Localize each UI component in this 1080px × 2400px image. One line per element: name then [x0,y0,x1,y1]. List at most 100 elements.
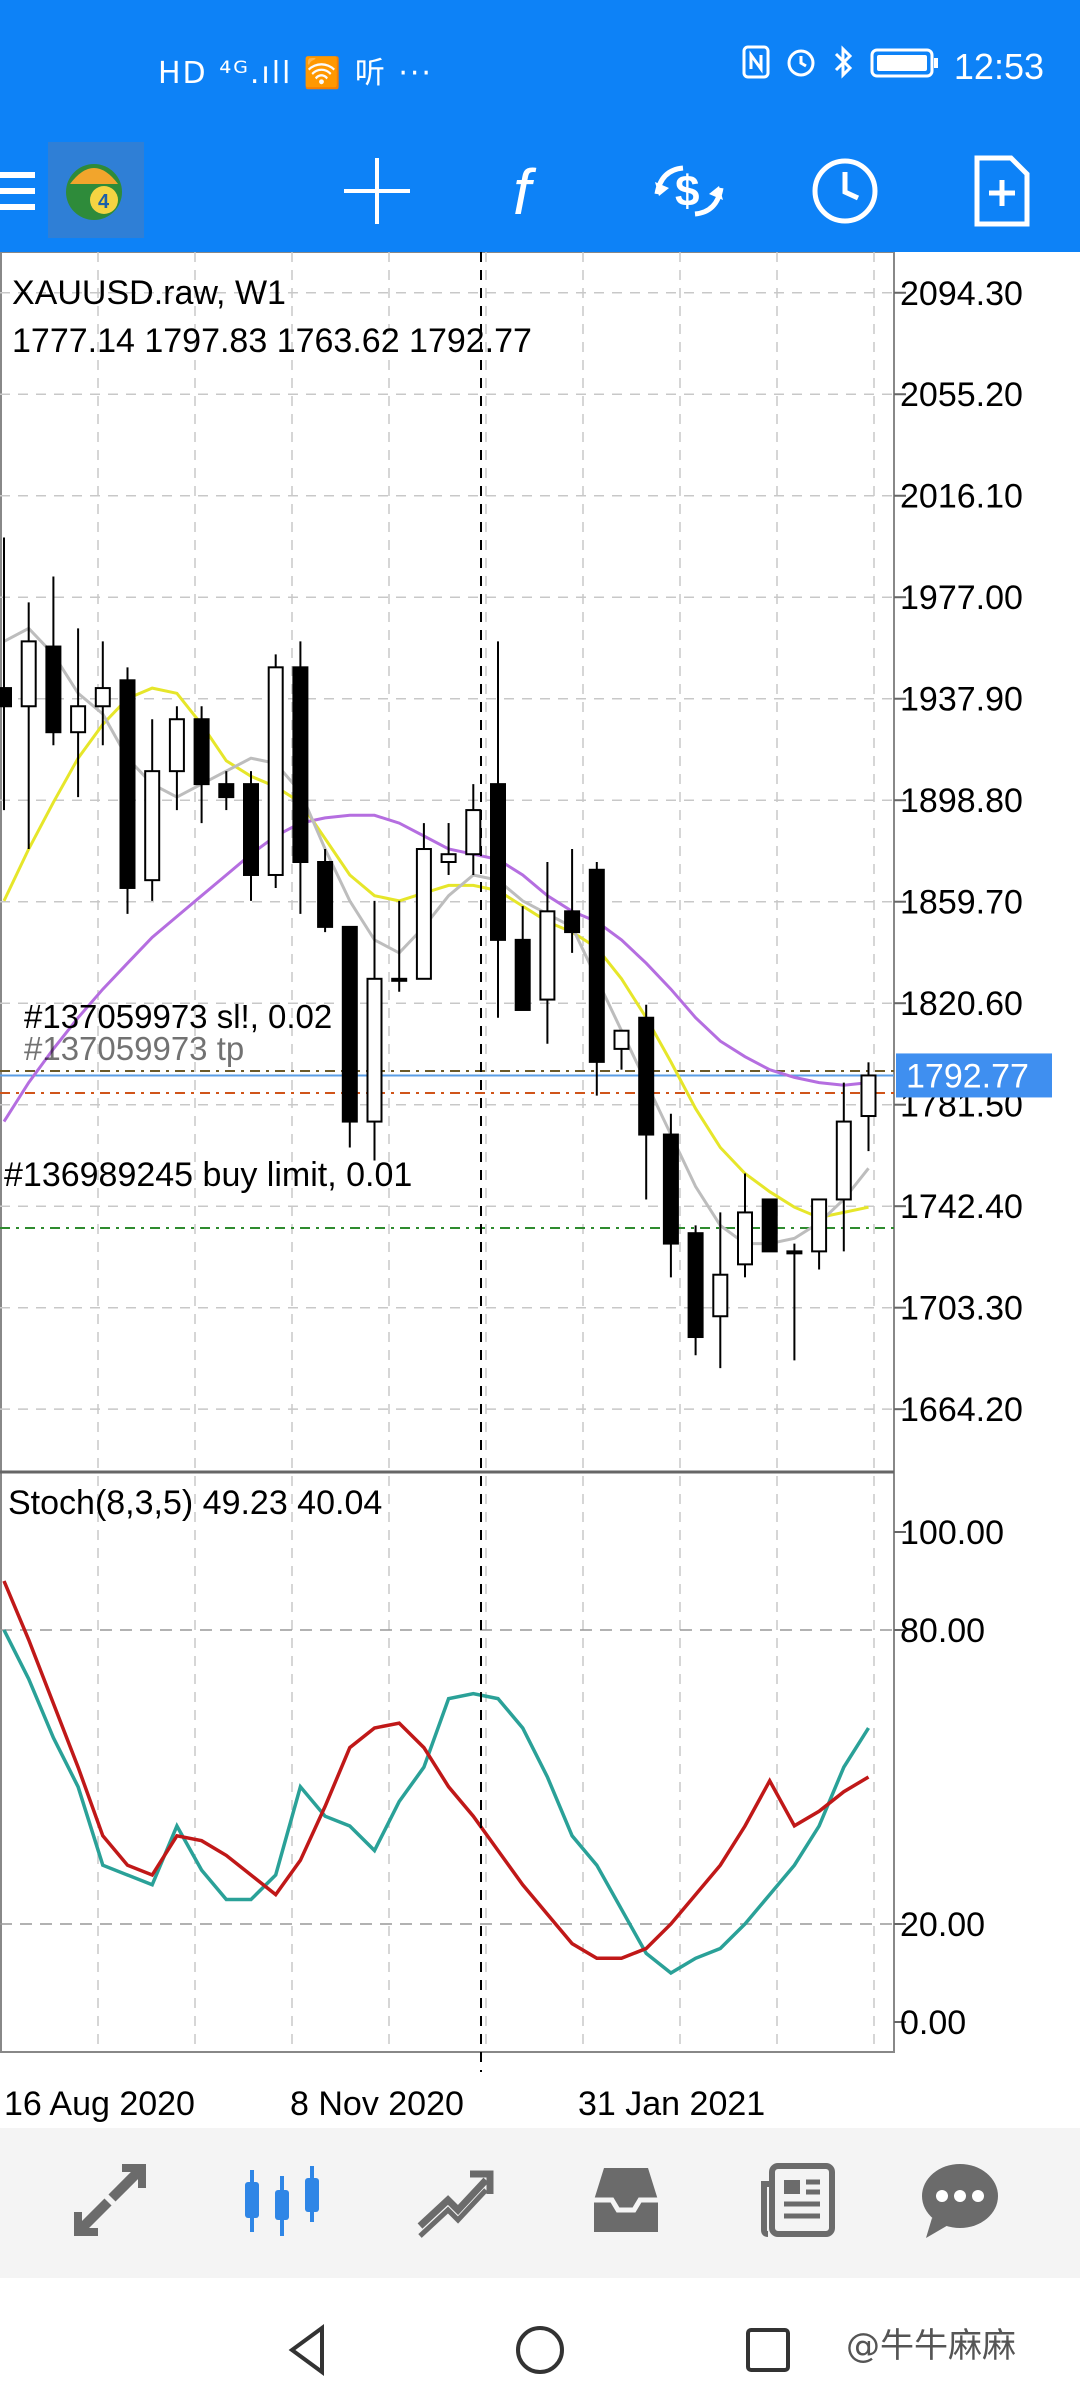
candle-bull [415,848,432,980]
candle-bear [490,783,506,941]
candle-bull [465,809,482,856]
candle-bull [94,687,111,708]
price-tick-label: 2055.20 [900,376,1023,414]
price-tick-label: 1742.40 [900,1188,1023,1226]
home-icon[interactable] [490,2300,590,2400]
svg-text:4: 4 [98,191,110,213]
candle-bull [712,1273,729,1318]
svg-text:f: f [513,156,537,226]
recents-icon[interactable] [718,2300,818,2400]
timeframe-clock-icon[interactable] [802,148,888,234]
candle-bull [20,640,37,708]
price-axis: 2094.30 2055.20 2016.10 1977.00 1937.90 1898.… [894,275,1023,2042]
quotes-tab-icon[interactable] [60,2150,160,2250]
candle-bull [267,666,284,876]
nfc-icon [742,45,770,88]
stoch-signal-line [2,1580,870,1961]
candle-bull [70,705,87,734]
grid [0,252,894,2052]
date-label-2: 8 Nov 2020 [290,2085,464,2122]
order-label-sl: #137059973 sl!, 0.02 [24,998,332,1035]
candle-bull [144,770,161,882]
current-price-badge-text: 1792.77 [906,1057,1029,1095]
trade-tab-icon[interactable] [404,2150,504,2250]
candle-bull [811,1198,828,1253]
price-chart[interactable]: 2094.30 2055.20 2016.10 1977.00 1937.90 1898.… [0,251,1080,2123]
candle-bear [564,910,581,934]
svg-text:$: $ [675,167,699,216]
trade-icon[interactable]: $ [646,148,732,234]
candle-bear [243,783,259,876]
mt4-logo-icon[interactable]: 4 [48,142,144,238]
back-icon[interactable] [258,2300,358,2400]
stoch-main-line [2,1629,870,1976]
candle-bear [341,925,358,1123]
ma-mid-line [2,686,869,1220]
system-nav-bar: @牛牛麻麻 [0,2278,1080,2400]
battery-icon [870,46,940,88]
indicators-icon[interactable]: f [490,148,576,234]
price-tick-label: 1703.30 [900,1290,1023,1328]
candle-bear [687,1232,704,1339]
candle-bear [218,783,235,799]
price-tick-label: 1859.70 [900,884,1023,922]
status-bar: HD ⁴ᴳ.ıll 🛜 听 ··· 12:53 [0,0,1080,130]
menu-icon[interactable] [0,148,58,234]
date-label-3: 31 Jan 2021 [578,2085,765,2122]
stoch-tick-label: 100.00 [900,1514,1004,1552]
bluetooth-icon [832,44,856,89]
price-tick-label: 1977.00 [900,579,1023,617]
candle-bear [317,861,334,928]
price-tick-label: 2016.10 [900,478,1023,516]
price-tick-label: 1898.80 [900,782,1023,820]
indicator-label: Stoch(8,3,5) 49.23 40.04 [8,1484,382,1522]
candle-bull [168,718,185,773]
candle-bull [613,1029,630,1050]
status-left-icons: HD ⁴ᴳ.ıll 🛜 听 ··· [158,56,433,91]
candle-bear [761,1198,778,1253]
watermark: @牛牛麻麻 [846,2326,1016,2366]
stoch-tick-label: 20.00 [900,1906,985,1944]
symbol-label: XAUUSD.raw, W1 [12,274,286,312]
candle-bull [366,977,383,1123]
stochastic-lines [2,1580,870,1976]
price-tick-label: 2094.30 [900,275,1023,313]
candle-bear [588,868,605,1063]
candle-bull [440,853,457,864]
clock-time: 12:53 [953,45,1044,87]
news-tab-icon[interactable] [748,2150,848,2250]
price-tick-label: 1820.60 [900,985,1023,1023]
candle-bull [786,1250,803,1255]
chart-tab-icon[interactable] [232,2150,332,2250]
candle-bear [662,1133,679,1245]
candle-bear [119,679,136,889]
order-label-tp: #137059973 tp [24,1030,244,1067]
candle-bear [514,938,531,1011]
ma-slow-line [2,813,869,1123]
bottom-tab-bar [0,2128,1080,2278]
candle-bear [45,645,62,734]
price-tick-label: 1937.90 [900,681,1023,719]
alarm-icon [784,45,818,88]
history-tab-icon[interactable] [576,2150,676,2250]
crosshair-icon[interactable] [334,148,420,234]
current-price-badge [896,1053,1052,1098]
stoch-tick-label: 80.00 [900,1612,985,1650]
candle-bull [860,1074,877,1118]
toolbar: 4 f $ [0,130,1080,252]
candle-bear [292,666,309,863]
order-lines [0,1069,894,1229]
stoch-pane-frame [0,1471,895,2053]
candles [0,537,877,1369]
ohlc-label: 1777.14 1797.83 1763.62 1792.77 [12,322,532,360]
order-label-buy-limit: #136989245 buy limit, 0.01 [4,1156,412,1194]
candle-bull [539,910,556,1001]
chat-tab-icon[interactable] [910,2150,1010,2250]
candle-bull [737,1211,753,1266]
candle-bull [835,1120,852,1201]
date-label-1: 16 Aug 2020 [4,2085,195,2122]
candle-bear [193,718,210,786]
chart-area[interactable]: 2094.30 2055.20 2016.10 1977.00 1937.90 1898.… [0,251,1080,2123]
new-order-icon[interactable] [958,148,1044,234]
candle-bear [638,1016,655,1136]
